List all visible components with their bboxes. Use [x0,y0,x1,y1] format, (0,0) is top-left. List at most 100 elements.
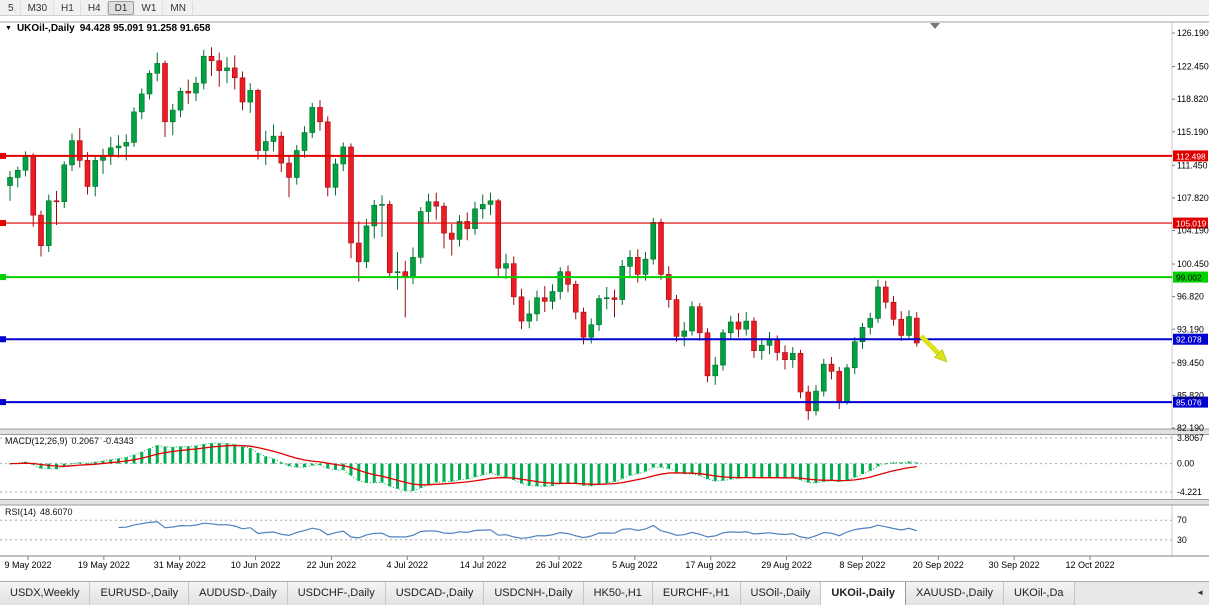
macd-histogram-bar [574,463,578,484]
chart-tab-eurusd-daily[interactable]: EURUSD-,Daily [90,582,190,605]
macd-histogram-bar [698,463,702,476]
timeframe-button-w1[interactable]: W1 [134,0,164,15]
chart-tab-usdcad-daily[interactable]: USDCAD-,Daily [385,582,485,605]
chart-tab-ukoil-da[interactable]: UKOil-,Da [1004,582,1075,605]
macd-signal-value: -0.4343 [103,436,134,446]
price-axis-label: 100.450 [1177,259,1209,269]
arrow-annotation-shaft[interactable] [919,334,942,357]
macd-histogram-bar [713,463,717,482]
candle-body [867,318,874,328]
macd-histogram-bar [899,462,903,464]
candle-body [596,298,602,325]
rsi-name: RSI(14) [5,507,37,517]
macd-histogram-bar [628,463,632,476]
chart-tab-audusd-daily[interactable]: AUDUSD-,Daily [189,582,288,605]
timeframe-button-m30[interactable]: M30 [21,0,55,15]
timeframe-button-d1[interactable]: D1 [107,0,135,15]
candle-body [580,311,587,338]
chart-tab-usdcnh-daily[interactable]: USDCNH-,Daily [484,582,584,605]
candle-body [417,211,424,258]
candle-body [61,164,68,202]
candle-body [603,297,610,300]
candle-body [433,201,440,207]
candle-body [441,205,447,234]
candle-body [572,283,579,313]
candle-body [875,286,881,319]
candle-body [890,301,897,320]
chart-menu-icon[interactable]: ▼ [5,25,12,32]
macd-histogram-bar [450,463,454,482]
chart-tab-usdchf-daily[interactable]: USDCHF-,Daily [287,582,386,605]
candle-body [464,221,471,229]
macd-histogram-bar [8,463,12,465]
chart-tab-xauusd-daily[interactable]: XAUUSD-,Daily [906,582,1005,605]
timeframe-button-h4[interactable]: H4 [81,0,108,15]
macd-histogram-bar [760,463,764,478]
timeframe-button-mn[interactable]: MN [163,0,193,15]
candle-body [239,77,246,103]
price-axis-label: 85.820 [1177,390,1204,400]
candle-body [727,321,734,334]
candle-body [634,257,641,275]
candle-body [782,352,788,360]
price-tag-label: 92.078 [1176,335,1202,345]
timeframe-button-5[interactable]: 5 [1,0,21,15]
macd-histogram-bar [551,463,554,486]
candle-body [913,317,920,344]
date-axis-label: 14 Jul 2022 [460,560,507,570]
candle-body [200,55,207,84]
pane-separator[interactable] [0,499,1209,506]
candle-body [76,140,83,161]
price-axis-label: 118.820 [1177,94,1208,104]
chart-tab-usoil-daily[interactable]: USOil-,Daily [740,582,822,605]
price-tag-label: 105.019 [1176,219,1207,229]
macd-histogram-bar [512,463,516,480]
candle-body [526,313,533,322]
candlestick-chart[interactable]: 112.498 105.019 99.002 92.078 85.076 126.190 1… [0,16,1209,581]
macd-histogram-bar [388,463,392,487]
macd-histogram-bar [667,463,671,469]
candle-body [766,339,773,346]
macd-histogram-bar [403,463,407,491]
price-tag-label: 112.498 [1176,151,1206,161]
date-axis-label: 22 Jun 2022 [307,560,357,570]
tab-scroll-left-icon[interactable]: ◄ [1196,588,1204,597]
macd-histogram-bar [489,463,492,474]
macd-histogram-bar [171,447,175,464]
macd-histogram-bar [830,463,833,481]
macd-histogram-bar [861,463,864,474]
chart-tab-eurchf-h1[interactable]: EURCHF-,H1 [652,582,741,605]
candle-body [301,132,308,151]
macd-histogram-bar [907,461,911,464]
macd-histogram-bar [295,463,299,468]
macd-histogram-bar [117,458,120,464]
candle-body [293,150,300,178]
arrow-annotation-head[interactable] [934,349,948,363]
macd-histogram-bar [853,463,857,478]
date-axis-label: 17 Aug 2022 [685,560,736,570]
macd-histogram-bar [675,463,678,472]
price-axis-label: 122.450 [1177,62,1209,72]
candle-body [712,364,719,377]
macd-histogram-bar [659,463,663,468]
rsi-value: 48.6070 [40,507,73,517]
timeframe-button-h1[interactable]: H1 [54,0,81,15]
timeframe-toolbar: 5 M30 H1 H4 D1 W1 MN [0,0,1209,16]
pane-separator[interactable] [0,429,1209,435]
chart-tab-ukoil-daily[interactable]: UKOil-,Daily [821,582,906,605]
macd-axis-label: -4.221 [1177,487,1202,497]
macd-histogram-bar [566,463,570,484]
chart-tab-usdx-weekly[interactable]: USDX,Weekly [0,582,91,605]
candle-body [425,201,432,212]
date-axis-label: 31 May 2022 [154,560,206,570]
macd-histogram-bar [473,463,477,478]
rsi-axis-label: 70 [1177,515,1187,525]
candle-body [696,306,703,334]
macd-histogram-bar [78,462,82,464]
macd-histogram-bar [613,463,616,482]
macd-histogram-bar [179,446,182,464]
rsi-label: RSI(14) 48.6070 [5,507,77,517]
candle-body [619,266,626,300]
macd-histogram-bar [70,463,74,465]
chart-tab-hk50-h1[interactable]: HK50-,H1 [583,582,653,605]
